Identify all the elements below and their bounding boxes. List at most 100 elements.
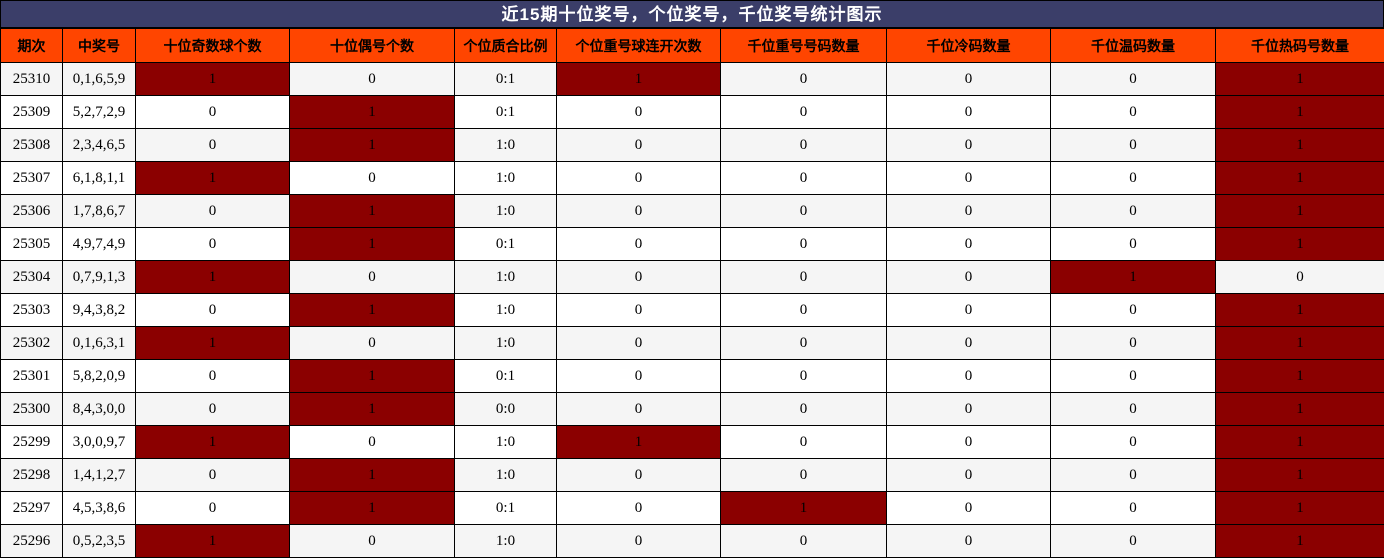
period-cell: 25304: [0, 260, 63, 294]
table-row: 25297 4,5,3,8,6 0 1 0:1 0 1 0 0 1: [0, 491, 1384, 525]
winning-numbers-cell: 4,9,7,4,9: [62, 227, 136, 261]
stat-cell: 0: [556, 293, 721, 327]
period-cell: 25308: [0, 128, 63, 162]
column-header-9: 千位热码号数量: [1215, 28, 1384, 63]
winning-numbers-cell: 3,0,0,9,7: [62, 425, 136, 459]
stat-cell: 0: [1050, 491, 1216, 525]
stat-cell: 1: [289, 293, 455, 327]
stat-cell: 1: [1215, 458, 1384, 492]
stat-cell: 0: [289, 62, 455, 96]
stat-cell: 0: [1050, 458, 1216, 492]
table-row: 25298 1,4,1,2,7 0 1 1:0 0 0 0 0 1: [0, 458, 1384, 492]
stat-cell: 0: [135, 293, 290, 327]
stat-cell: 0: [720, 458, 887, 492]
stat-cell: 1: [1215, 227, 1384, 261]
column-header-5: 个位重号球连开次数: [556, 28, 721, 63]
stat-cell: 0: [886, 458, 1051, 492]
stat-cell: 1:0: [454, 194, 557, 228]
winning-numbers-cell: 2,3,4,6,5: [62, 128, 136, 162]
stat-cell: 0: [1050, 194, 1216, 228]
column-header-1: 中奖号: [62, 28, 136, 63]
winning-numbers-cell: 0,1,6,5,9: [62, 62, 136, 96]
stat-cell: 0: [1050, 161, 1216, 195]
stat-cell: 0: [1050, 95, 1216, 129]
period-cell: 25306: [0, 194, 63, 228]
stat-cell: 0: [720, 260, 887, 294]
stat-cell: 0:1: [454, 359, 557, 393]
winning-numbers-cell: 1,4,1,2,7: [62, 458, 136, 492]
winning-numbers-cell: 5,2,7,2,9: [62, 95, 136, 129]
table-row: 25307 6,1,8,1,1 1 0 1:0 0 0 0 0 1: [0, 161, 1384, 195]
stat-cell: 1: [1215, 359, 1384, 393]
stat-cell: 0: [556, 524, 721, 558]
stat-cell: 0: [556, 260, 721, 294]
stat-cell: 1:0: [454, 458, 557, 492]
stat-cell: 1:0: [454, 260, 557, 294]
stat-cell: 0: [556, 227, 721, 261]
stat-cell: 0: [556, 326, 721, 360]
stat-cell: 0: [720, 359, 887, 393]
stat-cell: 1: [135, 260, 290, 294]
winning-numbers-cell: 4,5,3,8,6: [62, 491, 136, 525]
stat-cell: 1: [556, 62, 721, 96]
stat-cell: 0: [886, 524, 1051, 558]
stat-cell: 1:0: [454, 326, 557, 360]
table-row: 25301 5,8,2,0,9 0 1 0:1 0 0 0 0 1: [0, 359, 1384, 393]
stat-cell: 0:1: [454, 227, 557, 261]
stat-cell: 0: [135, 359, 290, 393]
table-row: 25306 1,7,8,6,7 0 1 1:0 0 0 0 0 1: [0, 194, 1384, 228]
stat-cell: 1:0: [454, 425, 557, 459]
stat-cell: 1: [1215, 95, 1384, 129]
stat-cell: 0: [886, 326, 1051, 360]
stat-cell: 0: [886, 95, 1051, 129]
period-cell: 25305: [0, 227, 63, 261]
period-cell: 25302: [0, 326, 63, 360]
stat-cell: 0: [886, 425, 1051, 459]
stat-cell: 1: [289, 227, 455, 261]
stat-cell: 0: [1050, 62, 1216, 96]
period-cell: 25299: [0, 425, 63, 459]
stat-cell: 1: [1215, 293, 1384, 327]
stat-cell: 0: [289, 524, 455, 558]
stat-cell: 0: [289, 260, 455, 294]
stat-cell: 0: [135, 227, 290, 261]
stat-cell: 0: [886, 293, 1051, 327]
stat-cell: 1: [556, 425, 721, 459]
stat-cell: 1: [135, 524, 290, 558]
winning-numbers-cell: 1,7,8,6,7: [62, 194, 136, 228]
table-row: 25302 0,1,6,3,1 1 0 1:0 0 0 0 0 1: [0, 326, 1384, 360]
stat-cell: 1: [1050, 260, 1216, 294]
stat-cell: 0: [556, 95, 721, 129]
stat-cell: 1: [1215, 194, 1384, 228]
winning-numbers-cell: 9,4,3,8,2: [62, 293, 136, 327]
column-header-0: 期次: [0, 28, 63, 63]
stat-cell: 0:0: [454, 392, 557, 426]
period-cell: 25301: [0, 359, 63, 393]
stat-cell: 1: [289, 95, 455, 129]
winning-numbers-cell: 0,5,2,3,5: [62, 524, 136, 558]
column-header-3: 十位偶号个数: [289, 28, 455, 63]
table-row: 25299 3,0,0,9,7 1 0 1:0 1 0 0 0 1: [0, 425, 1384, 459]
stat-cell: 1: [1215, 128, 1384, 162]
stat-cell: 0: [556, 491, 721, 525]
stat-cell: 1:0: [454, 293, 557, 327]
stat-cell: 1: [289, 392, 455, 426]
stat-cell: 1: [720, 491, 887, 525]
page-title: 近15期十位奖号，个位奖号，千位奖号统计图示: [501, 4, 883, 24]
stat-cell: 0: [556, 392, 721, 426]
stat-cell: 0: [135, 95, 290, 129]
stat-cell: 0: [720, 326, 887, 360]
stat-cell: 1:0: [454, 161, 557, 195]
table-row: 25308 2,3,4,6,5 0 1 1:0 0 0 0 0 1: [0, 128, 1384, 162]
table-row: 25304 0,7,9,1,3 1 0 1:0 0 0 0 1 0: [0, 260, 1384, 294]
stat-cell: 0: [1050, 227, 1216, 261]
period-cell: 25300: [0, 392, 63, 426]
stat-cell: 0: [135, 458, 290, 492]
stat-cell: 0: [886, 359, 1051, 393]
stat-cell: 1:0: [454, 128, 557, 162]
title-bar: 近15期十位奖号，个位奖号，千位奖号统计图示: [0, 0, 1384, 28]
stat-cell: 0: [886, 161, 1051, 195]
stat-cell: 0: [720, 128, 887, 162]
stat-cell: 0: [1050, 128, 1216, 162]
column-header-4: 个位质合比例: [454, 28, 557, 63]
